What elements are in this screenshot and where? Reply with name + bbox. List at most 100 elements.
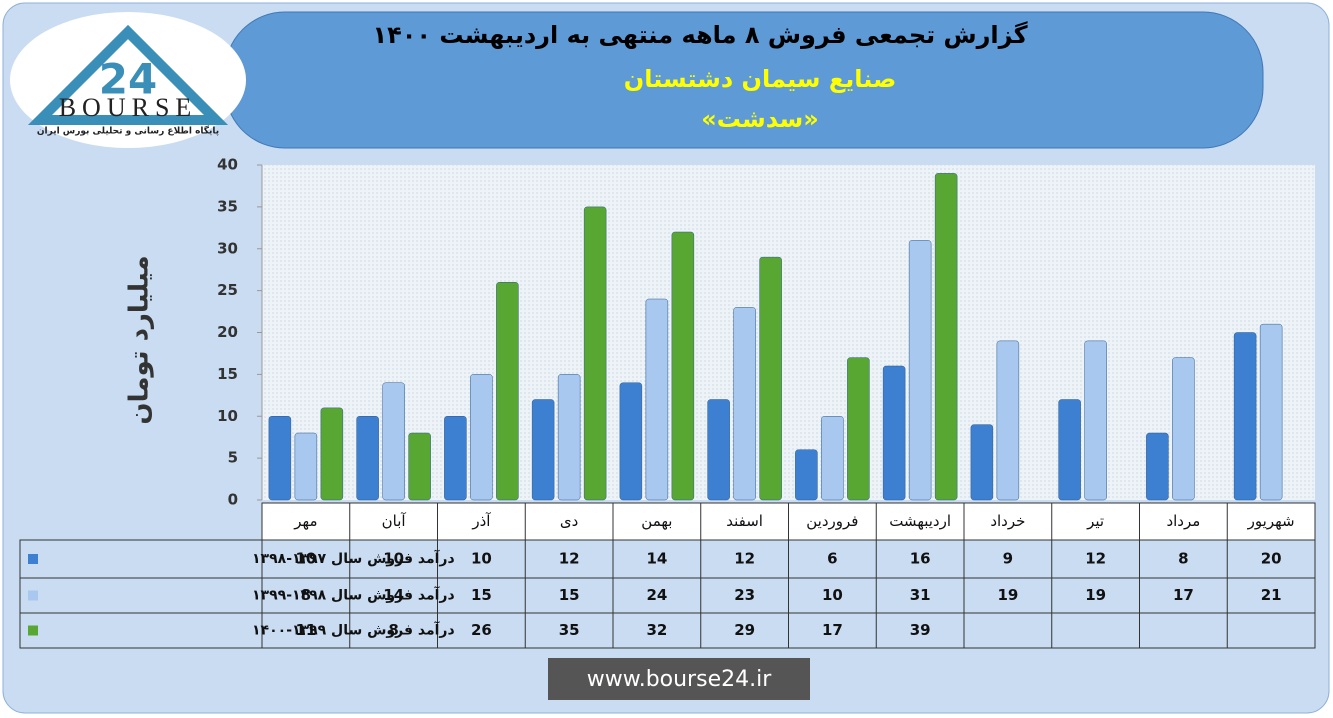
bar	[470, 374, 493, 501]
table-cell: 14	[646, 550, 667, 568]
y-tick-label: 5	[228, 449, 238, 467]
table-cell: 26	[471, 621, 492, 639]
chart-subtitle: صنایع سیمان دشتستان	[624, 65, 897, 93]
chart-title: گزارش تجمعی فروش ۸ ماهه منتهی به اردیبهش…	[372, 21, 1027, 49]
bar	[583, 206, 607, 501]
legend-swatch	[28, 554, 38, 564]
table-bg	[19, 539, 1316, 649]
bar	[1172, 357, 1195, 501]
bar	[444, 416, 467, 501]
bar	[847, 357, 870, 501]
y-tick-label: 35	[217, 197, 238, 215]
y-tick-label: 30	[217, 239, 238, 257]
table-cell: 21	[1261, 586, 1282, 604]
table-cell: 39	[910, 621, 931, 639]
bar	[759, 256, 782, 501]
table-cell: 11	[295, 621, 316, 639]
logo-number: 24	[99, 55, 157, 104]
x-tick-label: خرداد	[990, 512, 1025, 530]
x-tick-label: مهر	[293, 512, 317, 530]
bar	[1084, 340, 1107, 501]
x-tick-label: فروردین	[806, 512, 858, 530]
x-tick-label: اردیبهشت	[889, 512, 951, 530]
legend-label: درآمد فروش سال ۱۳۹۸-۱۳۹۹	[252, 586, 455, 604]
bar	[821, 416, 844, 501]
x-tick-label: شهریور	[1247, 512, 1295, 530]
table-cell: 20	[1261, 550, 1282, 568]
bar	[1058, 399, 1081, 501]
y-tick-label: 15	[217, 365, 238, 383]
table-cell: 8	[1178, 550, 1188, 568]
table-cell: 10	[295, 550, 316, 568]
bar	[496, 282, 519, 501]
table-cell: 8	[388, 621, 398, 639]
footer-box	[548, 658, 810, 700]
table-cell: 9	[1003, 550, 1013, 568]
bar	[531, 399, 555, 501]
bar	[294, 432, 318, 501]
table-cell: 23	[734, 586, 755, 604]
logo-bg	[10, 12, 246, 148]
table-cell: 35	[559, 621, 580, 639]
y-axis-label: میلیارد تومان	[125, 255, 155, 424]
table-cell: 8	[301, 586, 311, 604]
x-tick-label: دی	[560, 512, 578, 530]
bar	[320, 407, 344, 501]
table-cell: 15	[471, 586, 492, 604]
bar	[619, 382, 643, 501]
table-cell: 6	[827, 550, 837, 568]
bar	[908, 240, 932, 501]
table-cell: 14	[383, 586, 404, 604]
logo-tagline: پایگاه اطلاع رسانی و تحلیلی بورس ایران	[37, 125, 219, 137]
bar	[671, 231, 695, 501]
y-tick-label: 10	[217, 407, 238, 425]
table-cell: 12	[734, 550, 755, 568]
table-cell: 15	[559, 586, 580, 604]
logo-text: BOURSE	[59, 93, 198, 122]
table-cell: 17	[1173, 586, 1194, 604]
bar	[707, 399, 730, 501]
bar	[996, 340, 1020, 501]
legend-swatch	[28, 590, 38, 601]
bar	[733, 307, 756, 501]
x-tick-label: آبان	[382, 512, 407, 530]
bar	[408, 432, 431, 501]
table-cell: 17	[822, 621, 843, 639]
table-cell: 10	[383, 550, 404, 568]
table-cell: 19	[997, 586, 1018, 604]
bar	[268, 416, 292, 501]
y-tick-label: 20	[217, 323, 238, 341]
bar	[1233, 332, 1257, 501]
chart-subtitle2: «سدشت»	[701, 105, 819, 133]
table-cell: 12	[1085, 550, 1106, 568]
table-cell: 16	[910, 550, 931, 568]
table-cell: 31	[910, 586, 931, 604]
x-tick-label: بهمن	[641, 512, 672, 530]
footer-url: www.bourse24.ir	[587, 667, 772, 692]
bar	[557, 374, 581, 501]
table-cell: 32	[646, 621, 667, 639]
bar	[934, 173, 958, 501]
legend-label: درآمد فروش سال ۱۳۹۷-۱۳۹۸	[252, 549, 455, 567]
bar	[382, 382, 405, 501]
x-tick-label: اسفند	[726, 512, 763, 530]
plot-area	[262, 165, 1315, 500]
bar	[795, 449, 818, 501]
x-tick-label: تیر	[1086, 512, 1104, 530]
table-cell: 24	[646, 586, 667, 604]
bar	[1259, 323, 1283, 501]
x-tick-label: آذر	[471, 512, 491, 530]
legend-swatch	[28, 625, 38, 636]
table-cell: 10	[471, 550, 492, 568]
table-cell: 19	[1085, 586, 1106, 604]
table-cell: 10	[822, 586, 843, 604]
legend-label: درآمد فروش سال ۱۳۹۹-۱۴۰۰	[252, 621, 455, 639]
bar	[645, 298, 669, 501]
y-tick-label: 25	[217, 281, 238, 299]
table-cell: 12	[559, 550, 580, 568]
bar	[1146, 432, 1169, 501]
bar	[970, 424, 994, 501]
y-tick-label: 0	[228, 491, 238, 509]
